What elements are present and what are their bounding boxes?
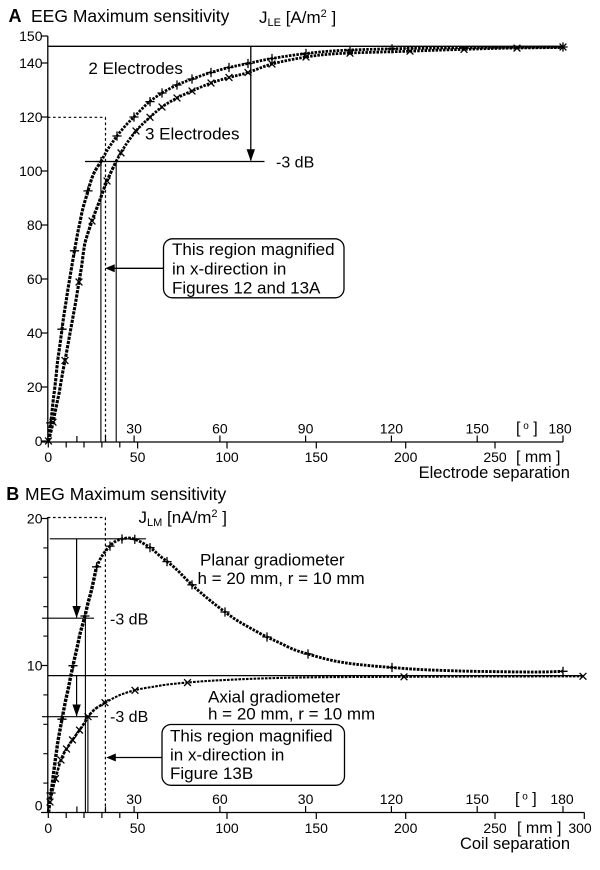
svg-text:90: 90 xyxy=(298,421,314,437)
svg-text:[ mm ]: [ mm ] xyxy=(516,449,560,466)
svg-text:250: 250 xyxy=(483,449,507,465)
svg-text:150: 150 xyxy=(305,820,329,836)
svg-text:120: 120 xyxy=(380,791,404,807)
svg-text:2 Electrodes: 2 Electrodes xyxy=(88,59,182,78)
svg-text:30: 30 xyxy=(298,791,314,807)
svg-text:A: A xyxy=(9,6,22,26)
svg-text:MEG Maximum sensitivity: MEG Maximum sensitivity xyxy=(25,484,227,504)
svg-text:This region magnified: This region magnified xyxy=(172,240,335,259)
svg-text:Planar gradiometer: Planar gradiometer xyxy=(200,551,345,570)
svg-text:50: 50 xyxy=(130,449,146,465)
svg-text:Figure 13B: Figure 13B xyxy=(170,764,253,783)
svg-text:100: 100 xyxy=(215,449,239,465)
svg-text:-3 dB: -3 dB xyxy=(110,612,148,629)
svg-text:150: 150 xyxy=(466,791,490,807)
svg-text:120: 120 xyxy=(19,109,43,125)
svg-text:200: 200 xyxy=(394,449,418,465)
svg-text:Coil separation: Coil separation xyxy=(460,835,570,853)
svg-text:20: 20 xyxy=(27,379,43,395)
svg-text:30: 30 xyxy=(126,421,142,437)
svg-text:150: 150 xyxy=(305,449,329,465)
svg-text:Electrode separation: Electrode separation xyxy=(419,464,570,482)
svg-text:B: B xyxy=(6,484,19,504)
svg-text:100: 100 xyxy=(215,820,239,836)
svg-text:-3 dB: -3 dB xyxy=(276,155,314,172)
svg-text:[ mm ]: [ mm ] xyxy=(517,820,561,837)
svg-text:-3 dB: -3 dB xyxy=(110,709,148,726)
svg-text:h = 20 mm, r = 10 mm: h = 20 mm, r = 10 mm xyxy=(198,569,365,588)
svg-text:50: 50 xyxy=(130,820,146,836)
svg-text:300: 300 xyxy=(568,820,592,836)
svg-text:120: 120 xyxy=(380,421,404,437)
svg-text:h = 20 mm, r = 10 mm: h = 20 mm, r = 10 mm xyxy=(208,705,375,724)
svg-text:100: 100 xyxy=(19,163,43,179)
svg-text:20: 20 xyxy=(27,511,43,527)
svg-text:3 Electrodes: 3 Electrodes xyxy=(145,125,240,144)
svg-text:Figures 12 and 13A: Figures 12 and 13A xyxy=(172,279,321,298)
svg-text:Axial gradiometer: Axial gradiometer xyxy=(208,688,341,707)
svg-text:200: 200 xyxy=(394,820,418,836)
svg-text:in x-direction in: in x-direction in xyxy=(170,746,284,765)
svg-text:This region magnified: This region magnified xyxy=(170,727,333,746)
svg-text:in x-direction in: in x-direction in xyxy=(172,260,286,279)
svg-text:0: 0 xyxy=(44,820,52,836)
svg-text:10: 10 xyxy=(27,658,43,674)
svg-text:140: 140 xyxy=(19,55,43,71)
svg-text:180: 180 xyxy=(548,421,572,437)
svg-text:0: 0 xyxy=(35,798,43,814)
svg-text:30: 30 xyxy=(126,791,142,807)
svg-text:60: 60 xyxy=(212,791,228,807)
svg-text:0: 0 xyxy=(35,433,43,449)
svg-text:150: 150 xyxy=(19,28,43,44)
svg-text:60: 60 xyxy=(212,421,228,437)
svg-text:EEG Maximum sensitivity: EEG Maximum sensitivity xyxy=(31,6,230,26)
svg-text:150: 150 xyxy=(466,421,490,437)
svg-text:0: 0 xyxy=(44,449,52,465)
svg-text:80: 80 xyxy=(27,217,43,233)
svg-text:250: 250 xyxy=(483,820,507,836)
svg-text:180: 180 xyxy=(550,791,574,807)
svg-text:40: 40 xyxy=(27,325,43,341)
svg-text:60: 60 xyxy=(27,271,43,287)
